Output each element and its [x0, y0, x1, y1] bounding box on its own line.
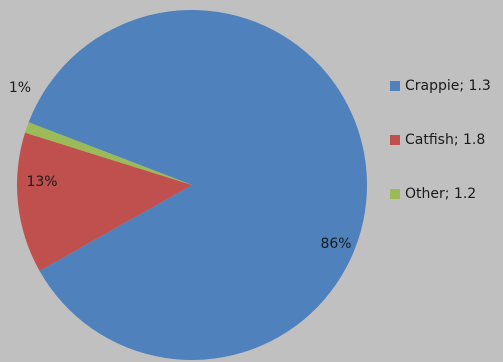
pie-slice-crappie — [28, 9, 368, 361]
data-label-crappie: 86% — [320, 236, 351, 252]
chart-legend: Crappie; 1.3 Catfish; 1.8 Other; 1.2 — [390, 76, 503, 238]
legend-item-other: Other; 1.2 — [390, 184, 503, 204]
pie-slice-other — [25, 122, 193, 185]
legend-swatch-catfish — [390, 135, 400, 145]
legend-swatch-crappie — [390, 81, 400, 91]
legend-label-crappie: Crappie; 1.3 — [405, 78, 491, 94]
pie-slice-catfish — [17, 132, 193, 271]
data-label-catfish: 13% — [26, 174, 57, 190]
pie-plot-area: 86% 13% 1% — [9, 9, 368, 361]
legend-item-crappie: Crappie; 1.3 — [390, 76, 503, 96]
legend-label-catfish: Catfish; 1.8 — [405, 132, 486, 148]
legend-item-catfish: Catfish; 1.8 — [390, 130, 503, 150]
legend-swatch-other — [390, 189, 400, 199]
legend-label-other: Other; 1.2 — [405, 186, 477, 202]
data-label-other: 1% — [9, 80, 31, 96]
